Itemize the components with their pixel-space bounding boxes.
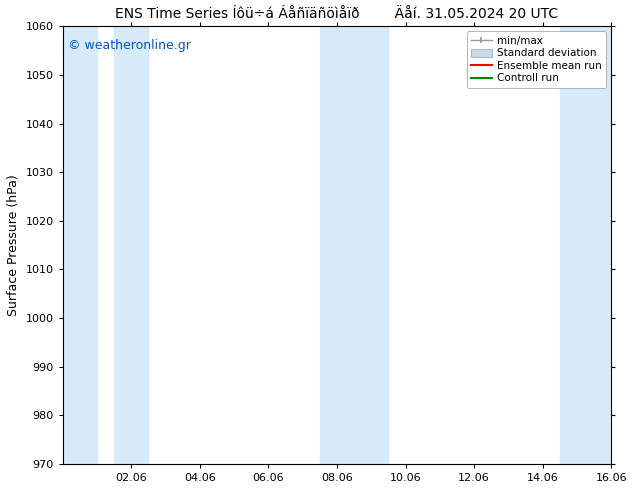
Y-axis label: Surface Pressure (hPa): Surface Pressure (hPa) [7, 174, 20, 316]
Title: ENS Time Series Íôü÷á Áåñïäñöìåïð        Äåí. 31.05.2024 20 UTC: ENS Time Series Íôü÷á Áåñïäñöìåïð Äåí. 3… [115, 7, 559, 21]
Bar [63, 26, 97, 464]
Bar [114, 26, 148, 464]
Bar [560, 26, 611, 464]
Legend: min/max, Standard deviation, Ensemble mean run, Controll run: min/max, Standard deviation, Ensemble me… [467, 31, 606, 88]
Bar [320, 26, 389, 464]
Text: © weatheronline.gr: © weatheronline.gr [68, 39, 191, 52]
